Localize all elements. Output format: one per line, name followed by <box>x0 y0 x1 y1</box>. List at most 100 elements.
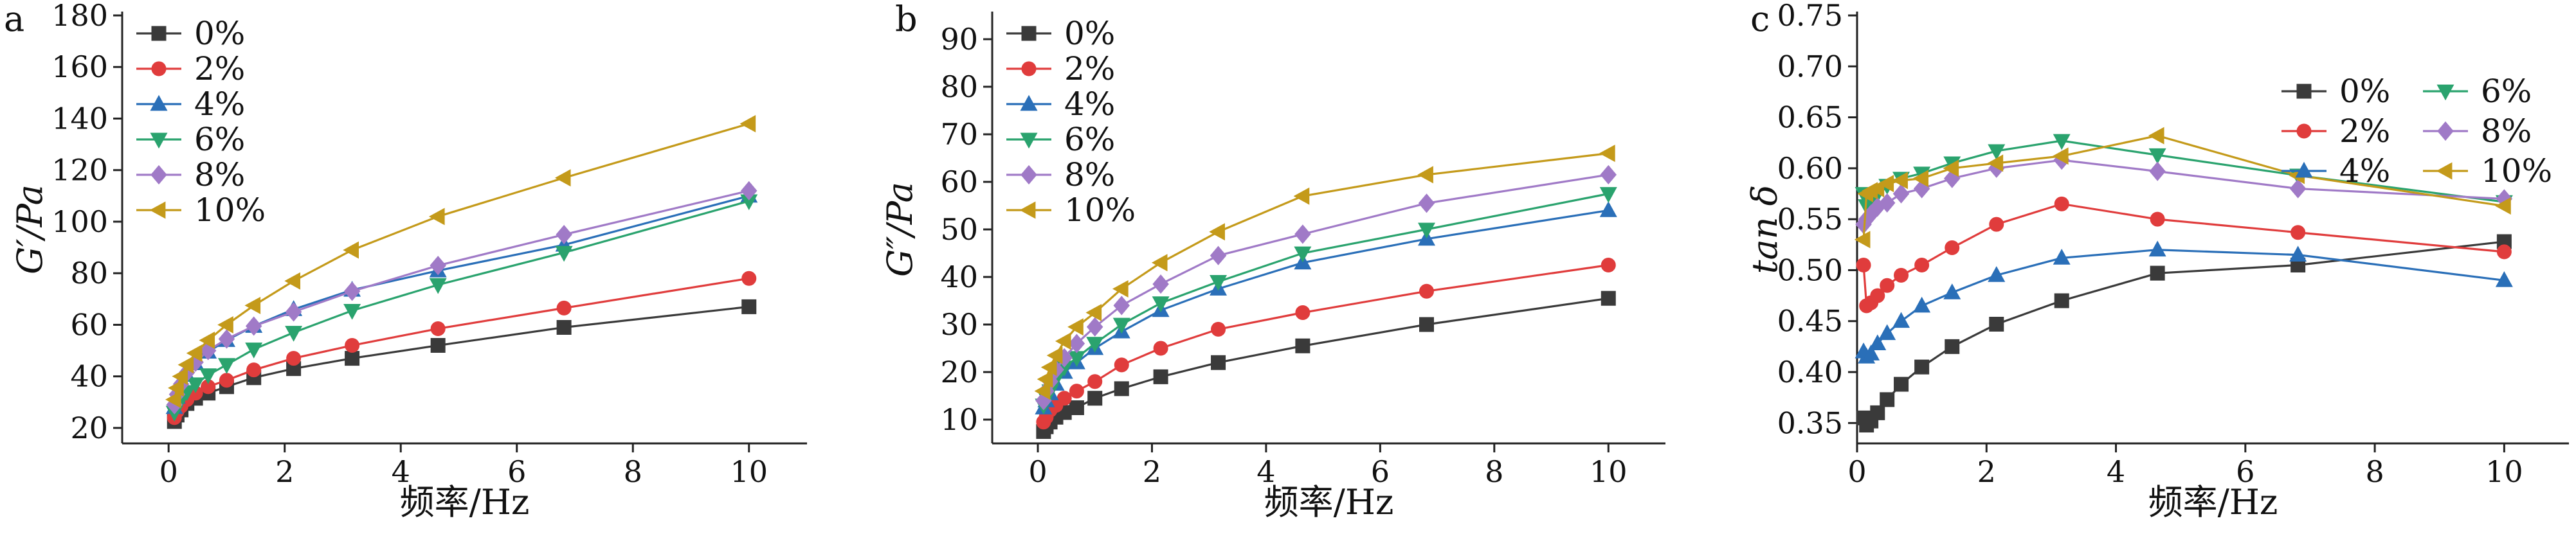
data-point <box>2054 293 2069 308</box>
x-tick-label: 8 <box>2365 454 2384 489</box>
data-point <box>1914 359 1930 375</box>
panel-letter: c <box>1750 0 1770 39</box>
data-point <box>1114 381 1129 396</box>
data-point <box>245 316 262 336</box>
data-point <box>1599 201 1617 217</box>
y-tick-label: 20 <box>940 355 978 389</box>
data-point <box>1209 223 1225 241</box>
data-point <box>1040 359 1057 377</box>
chart-panel-b: b 0 2 4 6 8 10 10 20 30 40 50 60 70 80 90 频率/Hz G″/Pa 0%2%… <box>880 0 1665 522</box>
x-tick-label: 4 <box>1256 454 1275 489</box>
x-tick-label: 6 <box>2236 454 2254 489</box>
y-tick-label: 70 <box>940 117 978 152</box>
data-point <box>430 321 446 336</box>
legend-label: 0% <box>194 15 245 52</box>
data-point <box>1086 337 1104 353</box>
legend: 0%2%4%6%8%10% <box>1006 15 1136 229</box>
data-point <box>1880 392 1895 407</box>
data-point <box>429 278 447 294</box>
data-point <box>285 326 303 342</box>
data-point <box>1914 258 1930 272</box>
y-tick-label: 80 <box>940 69 978 104</box>
y-tick-label: 90 <box>940 22 978 57</box>
y-tick-label: 40 <box>940 260 978 294</box>
series-4% <box>1855 240 2513 364</box>
data-point <box>1988 144 2006 161</box>
y-tick-label: 60 <box>70 307 108 342</box>
data-point <box>741 299 757 314</box>
legend-label: 2% <box>194 50 245 87</box>
x-tick-label: 10 <box>2485 454 2523 489</box>
data-point <box>217 358 235 374</box>
data-point <box>1862 344 1880 360</box>
legend-label: 10% <box>194 191 266 229</box>
data-point <box>245 343 263 359</box>
data-point <box>1295 338 1311 353</box>
data-point <box>1418 193 1435 213</box>
legend-marker <box>150 132 168 149</box>
data-point <box>286 351 302 366</box>
data-point <box>285 302 302 322</box>
x-axis-title: 频率/Hz <box>400 482 530 522</box>
y-tick-label: 50 <box>940 212 978 247</box>
data-point <box>1878 193 1896 213</box>
data-point <box>1068 334 1085 353</box>
data-point <box>428 208 445 226</box>
y-tick-label: 80 <box>70 256 108 290</box>
data-point <box>2148 240 2166 257</box>
data-point <box>345 351 360 366</box>
data-point <box>1989 316 2004 332</box>
x-tick-label: 2 <box>275 454 294 489</box>
y-tick-label: 140 <box>51 101 108 136</box>
series-8% <box>1855 150 2513 235</box>
y-tick-label: 40 <box>70 359 108 394</box>
data-point <box>2289 179 2307 199</box>
legend-label: 10% <box>1064 191 1136 229</box>
y-tick-label: 0.45 <box>1777 304 1843 339</box>
y-tick-label: 20 <box>70 411 108 445</box>
legend-marker <box>150 165 167 185</box>
legend-label: 0% <box>2339 73 2390 110</box>
legend-marker <box>2295 161 2313 178</box>
data-point <box>1878 324 1896 341</box>
data-point <box>1085 304 1102 321</box>
data-point <box>1945 240 1960 256</box>
data-point <box>1069 400 1084 415</box>
data-point <box>1151 254 1168 272</box>
data-point <box>1856 258 1871 272</box>
legend-label: 6% <box>194 121 245 158</box>
data-point <box>1293 187 1310 205</box>
y-tick-label: 30 <box>940 307 978 342</box>
x-tick-label: 0 <box>1847 454 1866 489</box>
data-point <box>556 224 572 245</box>
chart-panel-a: a 0 2 4 6 8 10 20 40 60 80 100 120 140 160 180 频率/Hz G′/P… <box>4 0 807 522</box>
data-point <box>217 316 233 334</box>
data-point <box>1894 377 1909 392</box>
data-point <box>2148 148 2166 165</box>
data-point <box>246 362 262 378</box>
data-point <box>1087 374 1103 389</box>
y-tick-label: 0.40 <box>1777 355 1843 389</box>
x-tick-label: 10 <box>1590 454 1628 489</box>
data-point <box>1912 170 1929 188</box>
y-tick-label: 0.65 <box>1777 100 1843 135</box>
series-line <box>173 277 749 418</box>
data-point <box>1417 222 1435 239</box>
data-point <box>2289 245 2307 262</box>
data-point <box>2148 127 2164 145</box>
legend-marker <box>2437 121 2454 141</box>
x-axis-title: 频率/Hz <box>2148 482 2278 522</box>
y-tick-label: 120 <box>51 153 108 188</box>
data-point <box>1987 154 2004 172</box>
data-point <box>1294 224 1311 244</box>
data-point <box>1943 283 1961 299</box>
data-point <box>343 241 359 259</box>
legend-marker <box>2436 84 2454 101</box>
data-point <box>1880 278 1895 293</box>
y-tick-label: 0.35 <box>1777 405 1843 440</box>
y-tick-label: 10 <box>940 402 978 437</box>
panel-letter: a <box>4 0 24 39</box>
series-10% <box>1034 145 1615 400</box>
data-point <box>172 368 188 386</box>
